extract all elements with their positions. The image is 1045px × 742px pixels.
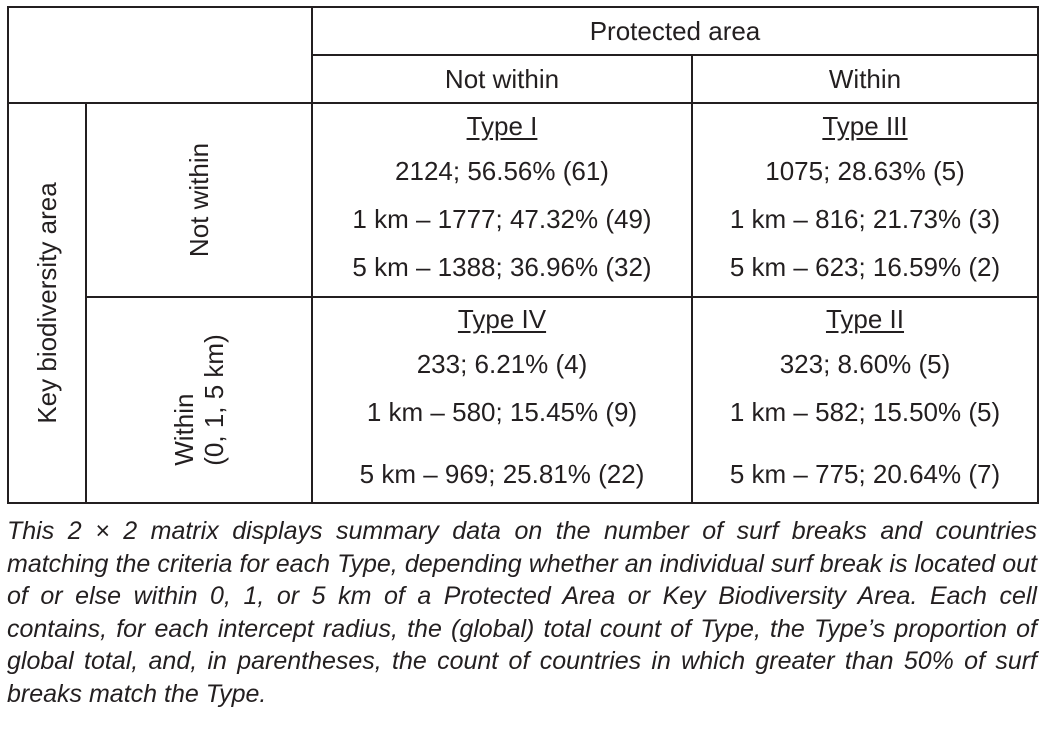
cell-value-line: 1 km – 1777; 47.32% (49) [352, 204, 652, 234]
type-label: Type III [822, 111, 908, 141]
col-header-not-within: Not within [311, 54, 693, 104]
table-caption: This 2 × 2 matrix displays summary data … [7, 517, 1037, 708]
col-header-within: Within [691, 54, 1039, 104]
row-header-line: Within [169, 393, 199, 466]
key-biodiversity-area-header: Key biodiversity area [32, 182, 62, 424]
row-header-not-within-cell: Not within [85, 102, 313, 298]
cell-value-line: 1 km – 816; 21.73% (3) [729, 204, 1001, 234]
cell-value-line: 5 km – 775; 20.64% (7) [729, 459, 1001, 489]
row-header-line: Not within [184, 142, 214, 258]
type-iii-cell: Type III 1075; 28.63% (5) 1 km – 816; 21… [691, 102, 1039, 298]
row-header-not-within: Not within [184, 143, 214, 257]
cell-value-line: 233; 6.21% (4) [416, 349, 588, 379]
type-ii-cell: Type II 323; 8.60% (5) 1 km – 582; 15.50… [691, 296, 1039, 504]
cell-value-line: 5 km – 1388; 36.96% (32) [352, 252, 652, 282]
cell-value-line: 5 km – 623; 16.59% (2) [729, 252, 1001, 282]
type-label: Type II [825, 304, 905, 334]
key-biodiversity-area-header-cell: Key biodiversity area [7, 102, 87, 504]
type-label: Type I [466, 111, 538, 141]
cell-value-line: 2124; 56.56% (61) [395, 156, 609, 186]
row-header-line: (0, 1, 5 km) [199, 334, 229, 466]
cell-value-line: 1075; 28.63% (5) [765, 156, 965, 186]
corner-blank-cell [7, 6, 313, 104]
row-header-within: Within (0, 1, 5 km) [169, 334, 229, 465]
protected-area-header: Protected area [311, 6, 1039, 56]
cell-value-line: 1 km – 580; 15.45% (9) [366, 397, 638, 427]
summary-matrix-table: Protected area Not within Within Key bio… [7, 6, 1039, 504]
cell-value-line: 1 km – 582; 15.50% (5) [729, 397, 1001, 427]
cell-value-line: 5 km – 969; 25.81% (22) [359, 459, 645, 489]
type-label: Type IV [457, 304, 547, 334]
type-i-cell: Type I 2124; 56.56% (61) 1 km – 1777; 47… [311, 102, 693, 298]
row-header-within-cell: Within (0, 1, 5 km) [85, 296, 313, 504]
cell-value-line: 323; 8.60% (5) [779, 349, 951, 379]
type-iv-cell: Type IV 233; 6.21% (4) 1 km – 580; 15.45… [311, 296, 693, 504]
